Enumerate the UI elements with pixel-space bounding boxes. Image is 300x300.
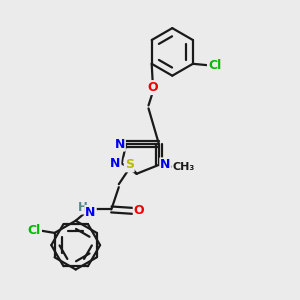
Text: N: N [85,206,96,219]
Text: N: N [160,158,171,171]
Text: O: O [148,81,158,94]
Text: Cl: Cl [208,59,221,72]
Text: H: H [78,201,88,214]
Text: N: N [115,138,125,151]
Text: N: N [110,157,120,170]
Text: CH₃: CH₃ [173,162,195,172]
Text: S: S [125,158,134,171]
Text: Cl: Cl [28,224,41,237]
Text: O: O [134,204,144,218]
